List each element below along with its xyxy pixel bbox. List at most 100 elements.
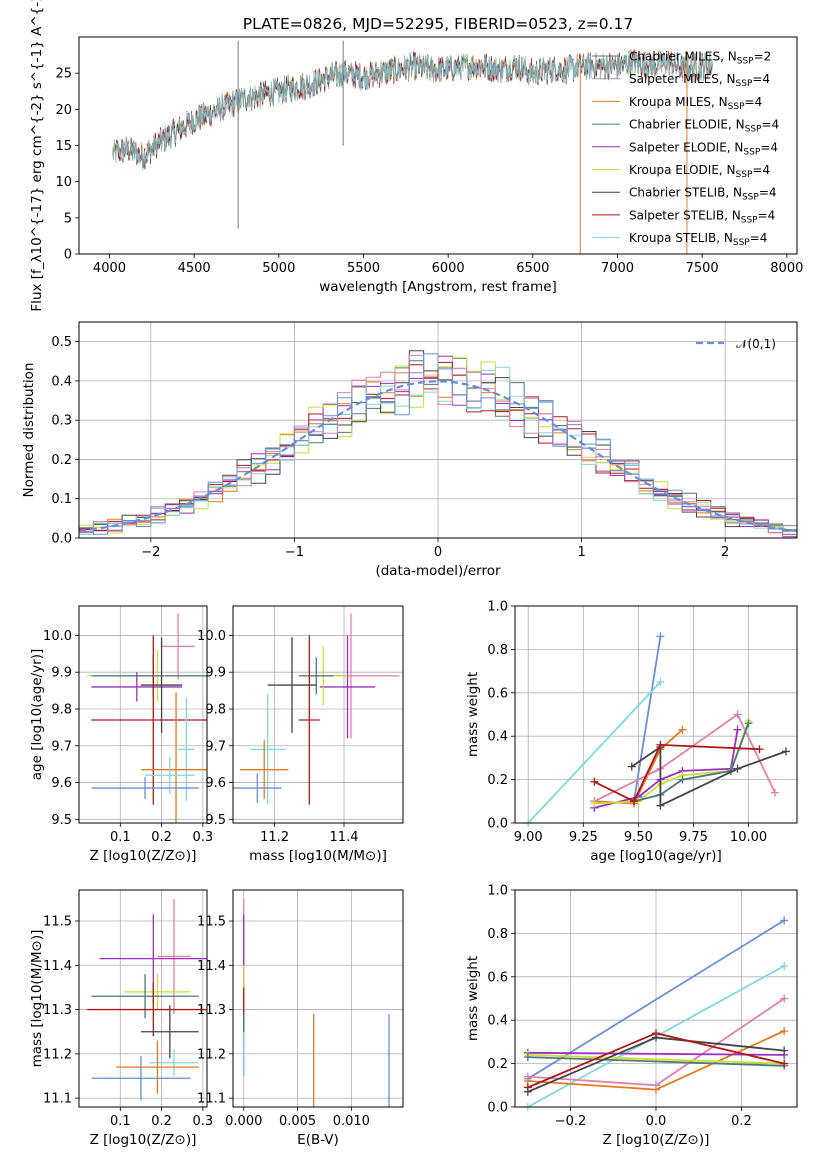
x-tick-label: 0.1 [110, 1114, 131, 1129]
axes-frame [78, 36, 798, 255]
x-tick-label: 1 [577, 545, 585, 560]
y-tick-label: 0.8 [487, 643, 508, 658]
y-tick-label: 0.3 [51, 414, 72, 429]
weight-lines [523, 916, 789, 1111]
x-tick-label: 0.000 [225, 1114, 262, 1129]
weight-series-line [527, 681, 662, 824]
y-tick-label: 0.2 [487, 773, 508, 788]
x-tick-label: 6000 [432, 261, 465, 276]
weight-vs-metallicity-panel: −0.2 0.0 0.2 0.0 0.2 0.4 0.6 0.8 1.0 Z [log10(Z/Z… [465, 884, 798, 1148]
residuals-panel: −2 −1 0 1 2 0.0 0.1 0.2 0.3 0.4 0.5 (data-model)/er… [21, 321, 798, 579]
weight-vs-age-panel: 9.00 9.25 9.50 9.75 10.00 0.0 0.2 0.4 0.6 0.8 1.0 a… [465, 600, 798, 864]
histograms [79, 350, 797, 538]
y-tick-label: 5 [64, 211, 72, 226]
y-tick-label: 0.5 [51, 335, 72, 350]
y-axis-label: mass weight [465, 672, 481, 757]
y-tick-label: 0.8 [487, 927, 508, 942]
x-tick-label: 11.2 [260, 830, 289, 845]
x-tick-label: 0.010 [333, 1114, 370, 1129]
errorbars [243, 898, 390, 1107]
spectrum-lines [112, 40, 713, 254]
x-tick-label: 4500 [178, 261, 211, 276]
y-tick-label: 11.3 [43, 1003, 72, 1018]
legend-label: Kroupa ELODIE, NSSP=4 [629, 163, 770, 180]
weight-lines [524, 632, 790, 827]
axes-frame [78, 605, 208, 824]
axes-frame [232, 605, 404, 824]
x-tick-label: 10.00 [730, 830, 767, 845]
axes-frame [78, 321, 798, 539]
x-tick-label: −1 [285, 545, 304, 560]
axes-frame [514, 889, 798, 1108]
y-tick-label: 11.4 [43, 959, 72, 974]
axes-frame [78, 889, 208, 1108]
x-axis-label: E(B-V) [297, 1132, 339, 1148]
x-tick-label: 7000 [601, 261, 634, 276]
y-tick-label: 0.6 [487, 970, 508, 985]
y-tick-label: 15 [55, 139, 72, 154]
x-tick-label: 0.3 [193, 1114, 214, 1129]
x-tick-label: 7500 [686, 261, 719, 276]
x-axis-label: wavelength [Angstrom, rest frame] [319, 279, 557, 295]
x-tick-label: 9.75 [679, 830, 708, 845]
y-tick-label: 1.0 [487, 884, 508, 899]
errorbars [87, 898, 207, 1101]
spectrum-panel: 4000 4500 5000 5500 6000 6500 7000 7500 8000 0 5 10… [29, 0, 803, 312]
y-tick-label: 11.5 [43, 915, 72, 930]
y-tick-label: 0.0 [487, 817, 508, 832]
mass-vs-metallicity-panel: 0.1 0.2 0.3 11.1 11.2 11.3 11.4 11.5 Z [log10(Z/… [29, 889, 214, 1148]
y-tick-label: 9.8 [51, 702, 72, 717]
x-tick-label: 0.005 [279, 1114, 316, 1129]
y-tick-label: 11.4 [197, 959, 226, 974]
legend-label: Kroupa MILES, NSSP=4 [629, 95, 762, 112]
x-tick-label: 2 [721, 545, 729, 560]
y-tick-label: 11.3 [197, 1003, 226, 1018]
y-axis-label: mass weight [465, 956, 481, 1041]
x-tick-label: 0 [434, 545, 442, 560]
y-tick-label: 9.9 [51, 666, 72, 681]
y-axis-label: mass [log10(M/M⊙)] [29, 930, 45, 1068]
y-tick-label: 0.4 [51, 374, 72, 389]
x-tick-label: −0.2 [555, 1114, 587, 1129]
y-tick-label: 11.1 [43, 1092, 72, 1107]
weight-series-line [633, 636, 662, 802]
x-tick-label: 0.2 [731, 1114, 752, 1129]
x-tick-label: 0.3 [193, 830, 214, 845]
legend-label: Salpeter STELIB, NSSP=4 [629, 208, 775, 225]
y-tick-label: 11.1 [197, 1092, 226, 1107]
y-tick-label: 0.6 [487, 686, 508, 701]
y-axis-label: Flux [f_λ10^{-17} erg cm^{-2} s^{-1} A^{… [29, 0, 45, 312]
legend-label: 𝒩(0,1) [736, 337, 776, 351]
weight-series-line [527, 1051, 785, 1056]
x-tick-label: 0.2 [151, 1114, 172, 1129]
age-vs-metallicity-panel: 0.1 0.2 0.3 9.5 9.6 9.7 9.8 9.9 10.0 Z [log10(Z/Z… [29, 605, 214, 864]
weight-series-line [593, 743, 760, 803]
y-tick-label: 0.4 [487, 1014, 508, 1029]
x-tick-label: 5000 [262, 261, 295, 276]
y-tick-label: 9.9 [205, 666, 226, 681]
x-tick-label: 9.50 [624, 830, 653, 845]
x-tick-label: 6500 [516, 261, 549, 276]
weight-series-line [594, 729, 739, 809]
x-axis-label: mass [log10(M/M⊙)] [249, 848, 387, 864]
x-tick-label: −2 [141, 545, 160, 560]
x-tick-label: 11.4 [330, 830, 359, 845]
axes-frame [514, 605, 798, 824]
y-tick-label: 9.8 [205, 702, 226, 717]
errorbars [233, 613, 400, 805]
y-tick-label: 11.2 [43, 1047, 72, 1062]
errorbars [87, 613, 207, 823]
y-tick-label: 9.5 [51, 813, 72, 828]
gaussian-curve [79, 380, 797, 533]
legend-label: Kroupa STELIB, NSSP=4 [629, 231, 767, 248]
weight-series-line [527, 1056, 785, 1067]
mass-vs-ebv-panel: 0.000 0.005 0.010 11.1 11.2 11.3 11.4 11.5 E(B-V… [197, 889, 404, 1148]
y-tick-label: 0.1 [51, 492, 72, 507]
y-axis-label: Normed distribution [21, 363, 37, 498]
y-tick-label: 9.7 [205, 739, 226, 754]
x-axis-label: Z [log10(Z/Z⊙)] [90, 848, 197, 864]
figure-title: PLATE=0826, MJD=52295, FIBERID=0523, z=0… [243, 15, 633, 33]
legend-label: Salpeter ELODIE, NSSP=4 [629, 140, 778, 157]
x-tick-label: 0.1 [110, 830, 131, 845]
